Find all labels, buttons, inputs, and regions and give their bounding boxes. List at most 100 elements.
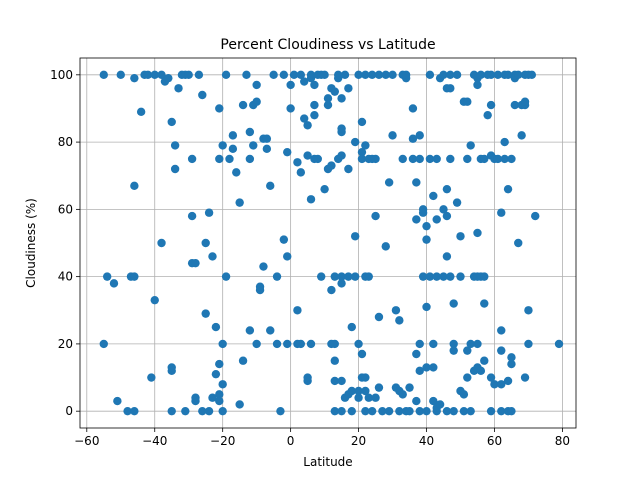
data-point [401, 70, 411, 80]
data-point [361, 70, 370, 80]
data-point [310, 100, 319, 110]
data-point [113, 396, 122, 406]
data-point [347, 406, 356, 416]
data-point [286, 80, 295, 90]
data-point [330, 87, 339, 96]
data-point [215, 154, 224, 164]
data-point [167, 363, 176, 372]
x-tick-label: −40 [142, 434, 167, 448]
data-point [218, 380, 227, 389]
data-point [367, 70, 377, 80]
data-point [296, 70, 306, 80]
data-point [486, 373, 496, 382]
data-point [357, 154, 367, 164]
data-point [215, 359, 224, 369]
data-point [422, 235, 431, 244]
data-point [228, 144, 238, 154]
data-point [337, 94, 346, 103]
data-point [412, 349, 421, 359]
data-point [361, 373, 370, 382]
data-point [283, 147, 292, 157]
x-tick-label: 20 [351, 434, 366, 448]
data-point [354, 386, 363, 396]
data-point [524, 339, 533, 349]
data-point [554, 339, 564, 349]
data-point [449, 299, 458, 308]
data-point [490, 380, 499, 389]
data-point [303, 121, 312, 130]
data-point [486, 406, 496, 416]
data-point [310, 80, 319, 90]
data-point [456, 232, 465, 241]
data-point [109, 279, 119, 288]
data-point [357, 117, 367, 127]
data-point [384, 406, 394, 416]
x-axis-label: Latitude [303, 455, 352, 469]
data-point [354, 339, 363, 349]
data-point [350, 137, 360, 147]
data-point [449, 346, 458, 355]
data-point [283, 339, 292, 349]
data-point [463, 346, 472, 355]
data-point [130, 181, 139, 191]
data-point [323, 100, 333, 110]
data-point [493, 70, 503, 80]
data-point [330, 339, 339, 349]
data-point [425, 154, 435, 164]
data-point [306, 195, 316, 204]
data-point [102, 272, 112, 281]
data-point [218, 141, 227, 150]
y-axis-label: Cloudiness (%) [24, 198, 38, 288]
data-point [422, 406, 431, 416]
data-point [167, 117, 176, 127]
y-tick-label: 20 [58, 337, 73, 351]
data-point [242, 70, 251, 80]
data-point [364, 272, 373, 281]
data-point [388, 131, 397, 140]
data-point [408, 154, 418, 164]
data-point [503, 184, 513, 194]
data-point [279, 235, 289, 244]
data-point [255, 282, 265, 291]
data-point [218, 339, 227, 349]
data-point [350, 232, 360, 241]
data-point [238, 100, 248, 110]
data-point [408, 104, 418, 113]
data-point [507, 359, 516, 369]
data-point [500, 154, 509, 164]
data-point [259, 262, 268, 271]
plot-frame [79, 57, 577, 429]
data-point [344, 164, 353, 174]
data-point [429, 396, 438, 406]
data-point [449, 339, 458, 349]
data-point [354, 70, 363, 80]
data-point [510, 100, 520, 110]
data-point [371, 393, 380, 402]
data-point [232, 168, 241, 177]
data-point [418, 208, 428, 217]
data-point [473, 80, 482, 90]
data-point [357, 147, 367, 157]
data-point [150, 295, 159, 305]
data-point [296, 168, 306, 177]
data-point [238, 356, 248, 365]
data-point [497, 346, 506, 355]
x-tick-label: 80 [555, 434, 570, 448]
data-point [337, 151, 346, 160]
data-point [130, 406, 139, 416]
data-point [422, 302, 431, 312]
data-point [157, 70, 166, 80]
data-point [272, 339, 282, 349]
data-point [442, 406, 452, 416]
data-point [170, 164, 180, 174]
data-point [446, 272, 455, 281]
data-point [215, 104, 224, 113]
data-point [157, 238, 166, 248]
data-point [446, 154, 455, 164]
data-point [252, 97, 261, 106]
data-point [361, 141, 370, 150]
data-point [374, 70, 384, 80]
data-point [283, 252, 292, 261]
data-point [429, 191, 438, 201]
